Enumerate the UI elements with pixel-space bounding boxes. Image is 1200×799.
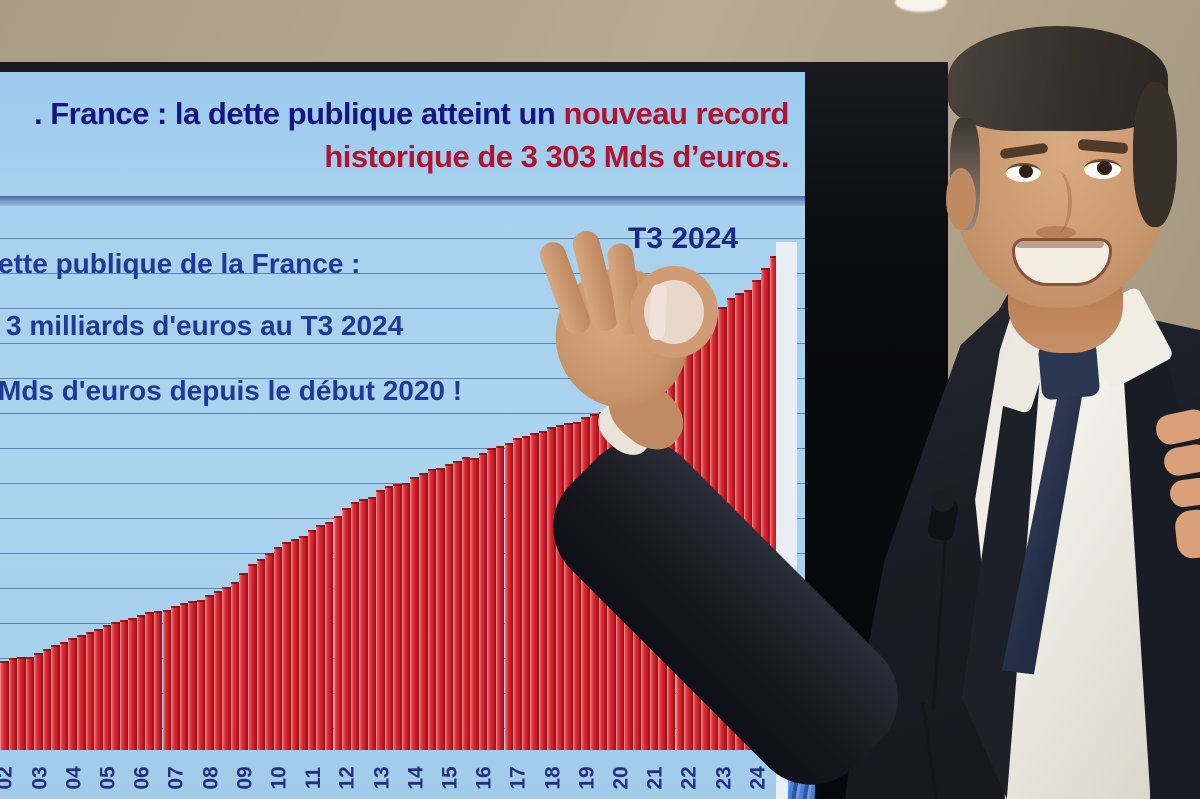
debt-bar xyxy=(273,546,283,750)
slide-title: . France : la dette publique atteint un … xyxy=(0,92,789,178)
debt-bar xyxy=(145,612,154,750)
debt-bar xyxy=(51,645,60,750)
debt-bar xyxy=(8,658,18,750)
title-divider-band xyxy=(0,196,805,206)
debt-bar xyxy=(239,573,248,750)
upper-lip xyxy=(1016,240,1104,248)
debt-bar xyxy=(769,255,779,750)
nostrils xyxy=(1036,226,1076,239)
debt-bar xyxy=(59,641,69,750)
slide-title-navy: . France : la dette publique atteint un xyxy=(34,96,564,131)
debt-bar xyxy=(401,482,411,750)
debt-bar xyxy=(196,600,206,750)
debt-bar xyxy=(222,587,231,750)
peak-annotation: T3 2024 xyxy=(628,222,739,255)
debt-bar xyxy=(547,427,556,750)
debt-bar xyxy=(393,483,402,750)
debt-bar xyxy=(256,558,266,750)
debt-bar xyxy=(25,657,35,750)
debt-bar xyxy=(359,498,368,750)
callout-line-1: ette publique de la France : xyxy=(0,248,361,279)
ok-gesture-ring xyxy=(630,266,718,358)
debt-bar xyxy=(307,529,317,750)
debt-bar xyxy=(299,536,308,750)
debt-bar xyxy=(333,515,343,750)
debt-bar xyxy=(17,656,26,750)
debt-bar xyxy=(111,621,120,750)
debt-bar xyxy=(290,539,300,750)
ceiling-light xyxy=(895,0,947,12)
lavalier-microphone-head xyxy=(932,490,954,512)
debt-bar xyxy=(34,653,43,750)
debt-bar xyxy=(179,603,189,750)
slide-title-red: nouveau record xyxy=(563,96,789,131)
debt-bar xyxy=(530,433,539,750)
debt-bar xyxy=(77,634,86,750)
debt-bar xyxy=(384,486,394,750)
debt-bar xyxy=(752,279,761,750)
debt-bar xyxy=(136,614,146,750)
nose xyxy=(1040,170,1072,234)
thumb-highlight xyxy=(648,283,668,341)
debt-bar xyxy=(521,435,531,750)
iris-left xyxy=(1019,165,1033,178)
debt-bar xyxy=(188,601,197,750)
debt-bar xyxy=(538,431,548,750)
debt-bar xyxy=(128,617,137,750)
debt-bar xyxy=(478,452,488,750)
iris-right xyxy=(1097,161,1112,175)
debt-bar xyxy=(119,619,129,750)
debt-bar xyxy=(316,524,325,750)
slide-title-line2: historique de 3 303 Mds d’euros. xyxy=(324,139,789,174)
debt-bar xyxy=(162,609,172,750)
debt-bar xyxy=(504,442,514,750)
debt-bar xyxy=(85,632,95,750)
ear xyxy=(946,168,976,230)
debt-bar xyxy=(461,457,471,750)
debt-bar xyxy=(68,638,77,750)
debt-bar xyxy=(555,424,565,750)
debt-bar xyxy=(564,423,573,750)
debt-bar xyxy=(0,660,9,750)
debt-bar xyxy=(230,582,240,750)
hair xyxy=(948,26,1168,131)
debt-bar xyxy=(350,502,360,750)
callout-line-2: 3 milliards d'euros au T3 2024 xyxy=(6,310,404,341)
debt-bar xyxy=(410,477,419,750)
debt-bar xyxy=(376,490,385,750)
debt-bar xyxy=(342,508,351,750)
debt-bar xyxy=(213,591,223,750)
debt-bar xyxy=(248,564,257,750)
debt-bar xyxy=(265,553,274,750)
debt-bar xyxy=(513,438,522,750)
debt-bar xyxy=(495,445,505,750)
debt-bar xyxy=(153,611,163,750)
callout-line-3: Mds d'euros depuis le début 2020 ! xyxy=(0,375,463,406)
debt-bar xyxy=(367,496,377,750)
debt-bar xyxy=(419,472,428,750)
debt-bar xyxy=(282,541,291,750)
debt-bar xyxy=(171,606,180,750)
debt-bar xyxy=(102,624,112,750)
debt-bar xyxy=(761,267,770,750)
debt-bar xyxy=(444,464,454,750)
debt-bar xyxy=(42,649,52,750)
hair-side xyxy=(1133,82,1177,227)
debt-bar xyxy=(94,629,103,750)
debt-bar xyxy=(436,468,445,750)
debt-bar xyxy=(470,458,479,750)
debt-bar xyxy=(205,594,214,750)
debt-bar xyxy=(453,461,462,750)
debt-bar xyxy=(572,421,582,750)
debt-bar xyxy=(324,521,334,750)
debt-bar xyxy=(743,289,753,750)
debt-bar xyxy=(427,469,437,750)
raised-arm-sleeve xyxy=(528,415,923,799)
debt-bar xyxy=(487,448,496,750)
